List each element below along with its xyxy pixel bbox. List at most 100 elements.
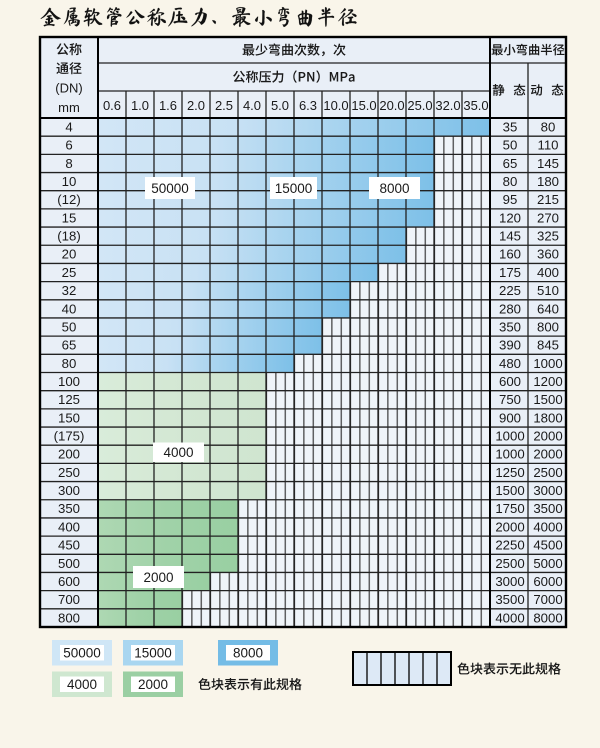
svg-text:25.0: 25.0 bbox=[407, 98, 432, 113]
svg-text:1000: 1000 bbox=[533, 356, 562, 371]
svg-text:2.0: 2.0 bbox=[187, 98, 205, 113]
svg-text:250: 250 bbox=[58, 465, 80, 480]
svg-text:50000: 50000 bbox=[151, 181, 189, 196]
svg-text:3500: 3500 bbox=[533, 501, 562, 516]
svg-text:5000: 5000 bbox=[533, 556, 562, 571]
svg-text:215: 215 bbox=[537, 192, 559, 207]
svg-text:8000: 8000 bbox=[233, 646, 263, 661]
svg-text:32.0: 32.0 bbox=[435, 98, 460, 113]
svg-text:2500: 2500 bbox=[495, 556, 524, 571]
svg-text:110: 110 bbox=[537, 138, 558, 153]
svg-text:400: 400 bbox=[537, 265, 559, 280]
svg-text:3000: 3000 bbox=[495, 574, 524, 589]
svg-text:15: 15 bbox=[62, 210, 77, 225]
svg-text:65: 65 bbox=[62, 338, 77, 353]
svg-text:6.3: 6.3 bbox=[299, 98, 317, 113]
svg-text:4000: 4000 bbox=[495, 610, 524, 625]
svg-text:600: 600 bbox=[58, 574, 80, 589]
svg-text:4000: 4000 bbox=[67, 677, 97, 692]
svg-text:10.0: 10.0 bbox=[323, 98, 348, 113]
svg-text:2000: 2000 bbox=[138, 677, 168, 692]
svg-text:360: 360 bbox=[537, 247, 559, 262]
svg-text:8000: 8000 bbox=[379, 181, 409, 196]
svg-text:4500: 4500 bbox=[533, 538, 562, 553]
svg-text:1500: 1500 bbox=[495, 483, 524, 498]
svg-text:95: 95 bbox=[503, 192, 518, 207]
svg-text:600: 600 bbox=[499, 374, 521, 389]
svg-text:175: 175 bbox=[499, 265, 521, 280]
svg-text:845: 845 bbox=[537, 338, 559, 353]
svg-text:350: 350 bbox=[499, 320, 521, 335]
svg-text:(DN): (DN) bbox=[55, 81, 82, 96]
svg-text:750: 750 bbox=[499, 392, 521, 407]
svg-text:900: 900 bbox=[499, 410, 521, 425]
svg-text:(12): (12) bbox=[57, 192, 80, 207]
svg-text:35.0: 35.0 bbox=[463, 98, 488, 113]
svg-text:6: 6 bbox=[65, 138, 72, 153]
svg-text:1500: 1500 bbox=[533, 392, 562, 407]
svg-text:1800: 1800 bbox=[533, 410, 562, 425]
svg-text:145: 145 bbox=[537, 156, 559, 171]
svg-text:80: 80 bbox=[503, 174, 518, 189]
svg-text:15000: 15000 bbox=[275, 181, 313, 196]
svg-text:1750: 1750 bbox=[495, 501, 524, 516]
svg-text:100: 100 bbox=[58, 374, 80, 389]
svg-text:50000: 50000 bbox=[63, 646, 101, 661]
svg-text:400: 400 bbox=[58, 519, 80, 534]
svg-text:1000: 1000 bbox=[495, 429, 524, 444]
svg-text:325: 325 bbox=[537, 229, 559, 244]
svg-text:800: 800 bbox=[58, 610, 80, 625]
svg-text:7000: 7000 bbox=[533, 592, 562, 607]
svg-text:510: 510 bbox=[537, 283, 559, 298]
svg-text:280: 280 bbox=[499, 301, 521, 316]
svg-text:270: 270 bbox=[537, 210, 559, 225]
svg-text:5.0: 5.0 bbox=[271, 98, 289, 113]
svg-text:65: 65 bbox=[503, 156, 518, 171]
svg-text:180: 180 bbox=[537, 174, 559, 189]
svg-text:145: 145 bbox=[499, 229, 521, 244]
svg-text:2500: 2500 bbox=[533, 465, 562, 480]
svg-text:640: 640 bbox=[537, 301, 559, 316]
svg-text:3000: 3000 bbox=[533, 483, 562, 498]
svg-text:1250: 1250 bbox=[495, 465, 524, 480]
svg-text:15.0: 15.0 bbox=[351, 98, 376, 113]
svg-text:4000: 4000 bbox=[163, 445, 193, 460]
svg-text:10: 10 bbox=[62, 174, 77, 189]
svg-text:mm: mm bbox=[58, 100, 80, 115]
svg-text:2000: 2000 bbox=[143, 570, 173, 585]
svg-text:1000: 1000 bbox=[495, 447, 524, 462]
svg-text:25: 25 bbox=[62, 265, 77, 280]
svg-text:8: 8 bbox=[65, 156, 72, 171]
svg-text:40: 40 bbox=[62, 301, 77, 316]
svg-text:480: 480 bbox=[499, 356, 521, 371]
svg-text:1.0: 1.0 bbox=[131, 98, 149, 113]
svg-text:50: 50 bbox=[503, 138, 518, 153]
svg-text:2.5: 2.5 bbox=[215, 98, 233, 113]
svg-text:120: 120 bbox=[499, 210, 521, 225]
svg-text:32: 32 bbox=[62, 283, 77, 298]
svg-text:390: 390 bbox=[499, 338, 521, 353]
svg-text:35: 35 bbox=[503, 120, 518, 135]
svg-text:350: 350 bbox=[58, 501, 80, 516]
svg-text:2250: 2250 bbox=[495, 538, 524, 553]
svg-text:(175): (175) bbox=[54, 429, 85, 444]
svg-text:160: 160 bbox=[499, 247, 521, 262]
svg-text:800: 800 bbox=[537, 320, 559, 335]
svg-text:80: 80 bbox=[62, 356, 77, 371]
svg-text:500: 500 bbox=[58, 556, 80, 571]
svg-text:3500: 3500 bbox=[495, 592, 524, 607]
svg-text:20: 20 bbox=[62, 247, 77, 262]
svg-text:125: 125 bbox=[58, 392, 80, 407]
svg-text:4000: 4000 bbox=[533, 519, 562, 534]
svg-text:2000: 2000 bbox=[495, 519, 524, 534]
svg-text:80: 80 bbox=[541, 120, 556, 135]
svg-text:150: 150 bbox=[58, 410, 80, 425]
svg-text:8000: 8000 bbox=[533, 610, 562, 625]
svg-text:1200: 1200 bbox=[533, 374, 562, 389]
svg-text:450: 450 bbox=[58, 538, 80, 553]
svg-text:300: 300 bbox=[58, 483, 80, 498]
svg-text:0.6: 0.6 bbox=[103, 98, 121, 113]
svg-text:4.0: 4.0 bbox=[243, 98, 261, 113]
svg-text:2000: 2000 bbox=[533, 429, 562, 444]
svg-text:50: 50 bbox=[62, 320, 77, 335]
